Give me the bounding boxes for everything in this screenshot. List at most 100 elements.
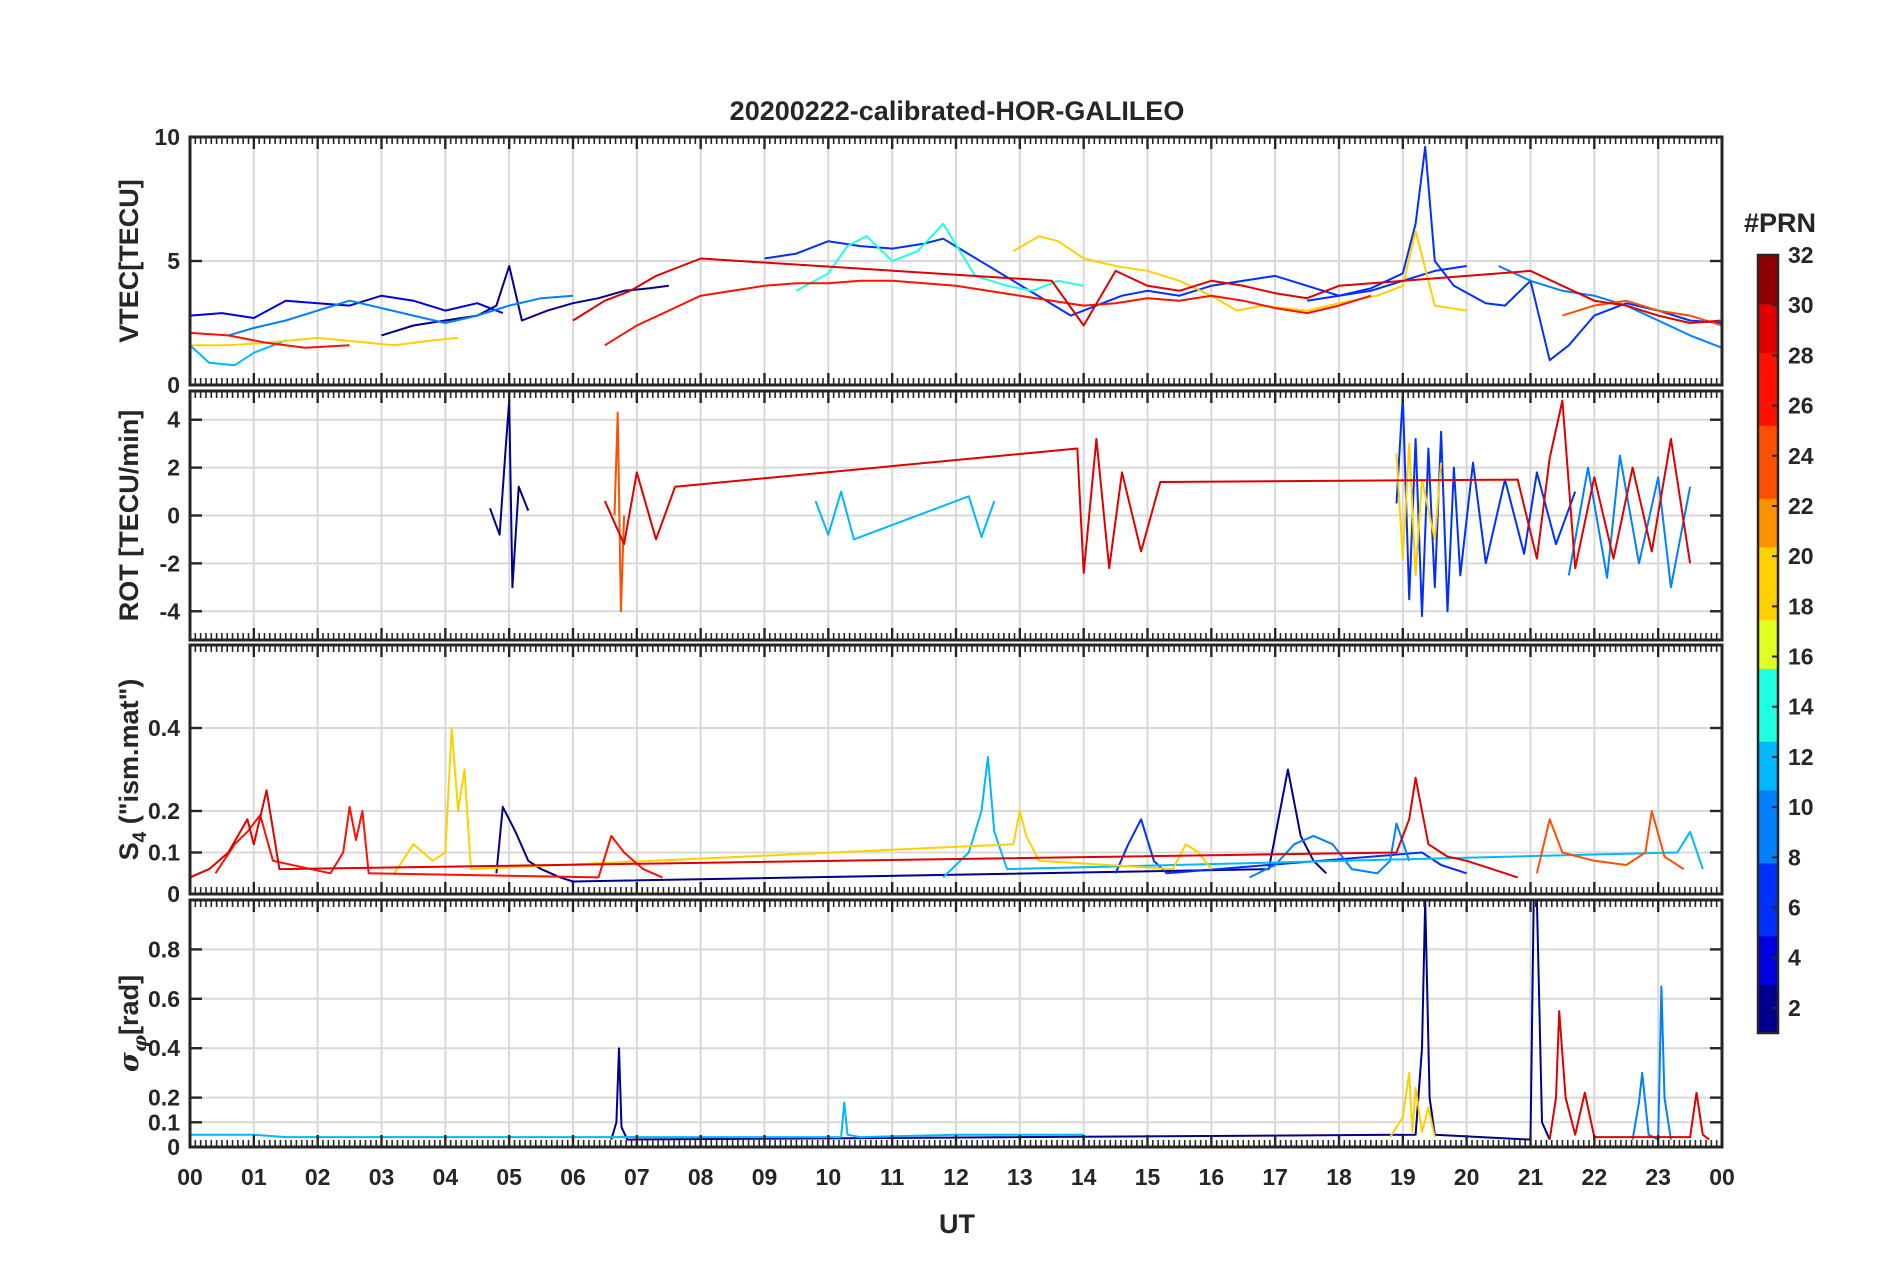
x-tick-label: 23: [1645, 1164, 1671, 1190]
x-tick-label: 21: [1518, 1164, 1544, 1190]
series-line-prn-8: [1567, 454, 1692, 589]
colorbar-segment: [1758, 1008, 1778, 1034]
colorbar-segment: [1758, 619, 1778, 645]
colorbar-segment: [1758, 644, 1778, 669]
colorbar-tick-label: 14: [1788, 694, 1814, 720]
series-line-prn-2: [381, 265, 669, 337]
series-line-prn-30: [190, 776, 1519, 879]
y-axis-label-vtec: VTEC[TECU]: [114, 179, 144, 343]
y-tick-label: -4: [160, 598, 181, 624]
grid-sigma: [190, 900, 1722, 1147]
y-tick-label: 0.2: [148, 1085, 180, 1111]
y-tick-label: 0.6: [148, 986, 180, 1012]
x-tick-label: 06: [560, 1164, 586, 1190]
series-line-prn-24: [613, 411, 626, 613]
panel-s4: 0 0.1 0.2 0.4S4 ("ism.mat"): [114, 643, 1724, 907]
series-line-prn-26: [214, 805, 663, 879]
plot-frame-sigma: [188, 898, 1724, 1149]
series-group-s4: [190, 727, 1704, 883]
series-group-sigma: [190, 900, 1710, 1141]
series-line-prn-10: [228, 294, 574, 337]
series-line-prn-30: [603, 399, 1692, 574]
colorbar-segment: [1758, 911, 1778, 937]
series-line-prn-20: [1395, 442, 1443, 577]
series-line-prn-13: [795, 222, 1084, 292]
y-tick-label: -2: [160, 550, 180, 576]
x-tick-label: 13: [1007, 1164, 1033, 1190]
colorbar-tick-label: 24: [1788, 443, 1814, 469]
plot-frame-s4: [188, 643, 1724, 896]
colorbar-segment: [1758, 595, 1778, 621]
colorbar-tick-label: 8: [1788, 844, 1801, 870]
series-line-prn-12: [190, 339, 287, 367]
colorbar-segment: [1758, 400, 1778, 426]
plot-frame-rot: [188, 389, 1724, 642]
colorbar-segment: [1758, 352, 1778, 378]
series-line-prn-5: [1395, 394, 1577, 618]
series-line-prn-8: [1498, 265, 1722, 349]
x-tick-label: 05: [496, 1164, 522, 1190]
x-tick-label: 12: [943, 1164, 969, 1190]
chart-title: 20200222-calibrated-HOR-GALILEO: [730, 96, 1185, 126]
x-tick-label: 11: [880, 1164, 905, 1190]
y-tick-label: 0.4: [148, 715, 180, 741]
colorbar-tick-label: 2: [1788, 995, 1801, 1021]
y-tick-label: 0: [167, 372, 180, 398]
x-tick-label: 03: [369, 1164, 395, 1190]
series-line-prn-23: [1562, 299, 1722, 327]
series-line-prn-7: [764, 237, 1467, 317]
series-line-prn-2: [495, 768, 1327, 883]
x-tick-label: 07: [624, 1164, 650, 1190]
x-tick-label: 17: [1262, 1164, 1288, 1190]
y-tick-label: 0.1: [148, 840, 180, 866]
x-tick-label: 02: [305, 1164, 331, 1190]
colorbar-segment: [1758, 425, 1778, 451]
x-tick-label: 08: [688, 1164, 714, 1190]
colorbar-segment: [1758, 741, 1778, 767]
series-line-prn-28: [190, 331, 350, 349]
series-line-prn-26: [604, 279, 1372, 347]
panel-rot: -4 -2 0 2 4 ROT [TECU/min]: [114, 389, 1724, 642]
colorbar-segment: [1758, 546, 1778, 572]
series-group-rot: [489, 394, 1692, 618]
colorbar-segment: [1758, 522, 1778, 548]
series-line-prn-20: [1389, 1071, 1436, 1138]
colorbar-segment: [1758, 255, 1778, 280]
colorbar-segment: [1758, 668, 1778, 694]
x-tick-label: 14: [1071, 1164, 1097, 1190]
y-tick-label: 0: [167, 881, 180, 907]
y-tick-label: 0.8: [148, 936, 180, 962]
series-line-prn-20: [1012, 230, 1467, 312]
colorbar-segment: [1758, 473, 1778, 499]
colorbar-segment: [1758, 789, 1778, 815]
colorbar-tick-label: 30: [1788, 292, 1814, 318]
y-axis-label-sigma: σφ[rad]: [114, 975, 151, 1072]
colorbar-tick-label: 20: [1788, 543, 1814, 569]
series-line-prn-12: [942, 756, 1704, 879]
colorbar-tick-label: 6: [1788, 895, 1801, 921]
colorbar-segment: [1758, 984, 1778, 1010]
colorbar-tick-label: 4: [1788, 945, 1801, 971]
y-tick-label: 0: [167, 1134, 180, 1160]
colorbar-segment: [1758, 716, 1778, 742]
colorbar-segment: [1758, 571, 1778, 596]
colorbar-segment: [1758, 838, 1778, 864]
series-line-prn-30: [1548, 1010, 1710, 1141]
x-axis: 00 01 02 03 04 05 06 07 08 09 10 11 12 13 14 15 16 17 18 19…: [177, 1164, 1735, 1190]
panel-sigma: 00.10.2 0.4 0.6 0.8 σφ[rad]: [114, 898, 1724, 1160]
y-tick-label: 0: [167, 503, 180, 529]
series-group-vtec: [190, 145, 1722, 367]
y-tick-label: 0.2: [148, 798, 180, 824]
y-tick-label: 5: [167, 248, 180, 274]
colorbar-segment: [1758, 498, 1778, 524]
colorbar-tick-label: 18: [1788, 593, 1814, 619]
series-line-prn-4: [190, 294, 504, 319]
plot-frame-vtec: [188, 135, 1724, 387]
colorbar-tick-label: 32: [1788, 242, 1814, 268]
colorbar-segment: [1758, 327, 1778, 353]
colorbar-segment: [1758, 279, 1778, 305]
series-line-prn-5: [1306, 145, 1722, 362]
